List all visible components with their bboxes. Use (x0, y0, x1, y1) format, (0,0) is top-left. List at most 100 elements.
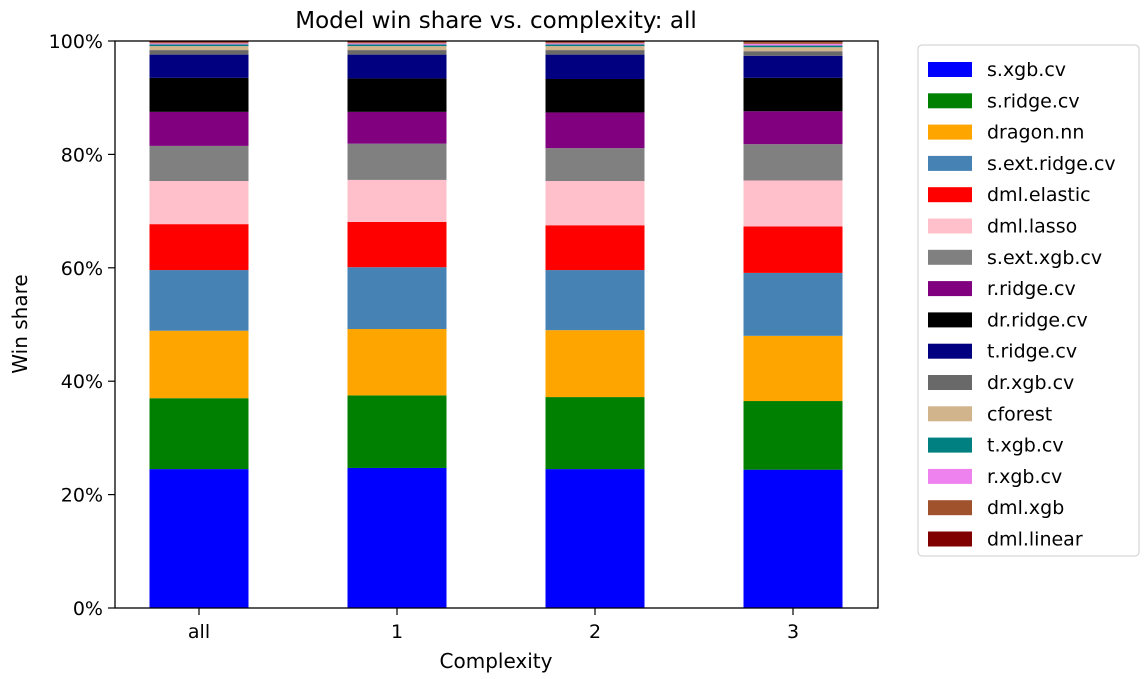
bar-dr-ridge-cv-3 (743, 77, 843, 112)
legend-label-s-ext-ridge-cv: s.ext.ridge.cv (987, 153, 1116, 175)
bar-r-ridge-cv-3 (743, 111, 843, 145)
legend-swatch-dragon-nn (928, 124, 972, 140)
bar-dr-ridge-cv-1 (347, 78, 447, 112)
bar-cforest-1 (347, 46, 447, 51)
legend-label-r-xgb-cv: r.xgb.cv (987, 466, 1062, 488)
bar-s-xgb-cv-3 (743, 469, 843, 608)
y-axis-ticks: 0% 20% 40% 60% 80% 100% (49, 31, 115, 620)
bar-dml-xgb-1 (347, 42, 447, 44)
y-tick-label: 40% (61, 371, 103, 393)
bar-dml-xgb-2 (545, 42, 645, 44)
legend-frame (917, 44, 1140, 557)
bar-r-ridge-cv-1 (347, 111, 447, 144)
bar-t-xgb-cv-all (149, 44, 249, 47)
bar-s-ridge-cv-1 (347, 395, 447, 468)
bar-dml-elastic-2 (545, 225, 645, 271)
y-tick-label: 100% (49, 31, 103, 53)
legend-label-dml-xgb: dml.xgb (987, 497, 1064, 519)
bar-cforest-all (149, 46, 249, 51)
y-tick-label: 20% (61, 485, 103, 507)
legend-swatch-r-xgb-cv (928, 468, 972, 484)
bar-r-xgb-cv-1 (347, 43, 447, 45)
bar-dr-xgb-cv-2 (545, 50, 645, 55)
legend-label-dml-elastic: dml.elastic (987, 184, 1091, 206)
legend-label-dragon-nn: dragon.nn (987, 122, 1084, 144)
legend-label-s-xgb-cv: s.xgb.cv (987, 59, 1066, 81)
bar-dml-elastic-all (149, 224, 249, 271)
bar-s-ridge-cv-2 (545, 397, 645, 470)
legend-swatch-t-ridge-cv (928, 343, 972, 359)
legend-swatch-dr-ridge-cv (928, 312, 972, 328)
bar-dr-ridge-cv-all (149, 77, 249, 112)
bar-t-ridge-cv-3 (743, 55, 843, 78)
bar-dml-lasso-3 (743, 180, 843, 227)
bar-t-xgb-cv-3 (743, 45, 843, 48)
legend-label-dr-xgb-cv: dr.xgb.cv (987, 372, 1074, 394)
bar-dml-elastic-3 (743, 226, 843, 273)
y-tick-label: 60% (61, 258, 103, 280)
bar-s-ext-ridge-cv-2 (545, 270, 645, 331)
legend-label-dml-linear: dml.linear (987, 529, 1083, 551)
legend-label-t-ridge-cv: t.ridge.cv (987, 341, 1077, 363)
bar-r-ridge-cv-2 (545, 112, 645, 149)
legend-swatch-s-ext-xgb-cv (928, 249, 972, 265)
legend-label-s-ridge-cv: s.ridge.cv (987, 90, 1080, 112)
bar-t-xgb-cv-1 (347, 44, 447, 47)
bar-t-ridge-cv-2 (545, 54, 645, 79)
bar-dml-lasso-2 (545, 181, 645, 226)
bar-s-ext-xgb-cv-1 (347, 143, 447, 180)
y-tick-label: 80% (61, 144, 103, 166)
bar-t-xgb-cv-2 (545, 44, 645, 47)
legend-swatch-r-ridge-cv (928, 281, 972, 297)
bar-dr-xgb-cv-1 (347, 50, 447, 55)
bar-t-ridge-cv-1 (347, 54, 447, 79)
legend-label-r-ridge-cv: r.ridge.cv (987, 278, 1076, 300)
legend-swatch-dml-xgb (928, 500, 972, 516)
bar-dml-elastic-1 (347, 221, 447, 268)
bar-dr-xgb-cv-3 (743, 51, 843, 56)
legend-swatch-s-ext-ridge-cv (928, 155, 972, 171)
bar-t-ridge-cv-all (149, 54, 249, 78)
bar-s-ridge-cv-all (149, 398, 249, 470)
bar-dml-xgb-3 (743, 42, 843, 44)
bar-s-xgb-cv-1 (347, 467, 447, 608)
legend-swatch-dr-xgb-cv (928, 375, 972, 390)
legend-label-t-xgb-cv: t.xgb.cv (987, 435, 1064, 457)
legend-label-dml-lasso: dml.lasso (987, 216, 1077, 238)
plot-frame (114, 40, 879, 609)
bar-s-ridge-cv-3 (743, 401, 843, 470)
legend-label-cforest: cforest (987, 403, 1052, 425)
x-axis-label: Complexity (440, 649, 553, 673)
bar-dr-ridge-cv-2 (545, 78, 645, 113)
x-tick-label: all (188, 621, 210, 643)
bar-dragon-nn-2 (545, 330, 645, 398)
bar-r-xgb-cv-3 (743, 43, 843, 46)
y-axis-label: Win share (8, 274, 32, 373)
legend-swatch-dml-lasso (928, 218, 972, 234)
bar-dml-lasso-all (149, 181, 249, 225)
bar-dr-xgb-cv-all (149, 50, 249, 55)
legend-label-dr-ridge-cv: dr.ridge.cv (987, 309, 1088, 331)
x-tick-label: 3 (787, 621, 799, 643)
bar-dml-xgb-all (149, 42, 249, 44)
bar-dragon-nn-3 (743, 335, 843, 402)
legend-swatch-t-xgb-cv (928, 437, 972, 453)
bar-s-ext-ridge-cv-all (149, 270, 249, 331)
bar-s-ext-xgb-cv-3 (743, 144, 843, 181)
legend-swatch-s-xgb-cv (928, 62, 972, 77)
bar-s-ext-ridge-cv-3 (743, 272, 843, 336)
bar-s-xgb-cv-all (149, 469, 249, 608)
legend-swatch-s-ridge-cv (928, 93, 972, 109)
bar-dml-lasso-1 (347, 179, 447, 222)
legend: s.xgb.cv s.ridge.cv dragon.nn s.ext.ridge.c… (917, 44, 1140, 557)
bar-s-xgb-cv-2 (545, 469, 645, 608)
bar-cforest-3 (743, 47, 843, 52)
legend-swatch-dml-elastic (928, 187, 972, 203)
bars-group (149, 41, 843, 608)
bar-r-ridge-cv-all (149, 111, 249, 146)
bar-s-ext-ridge-cv-1 (347, 267, 447, 330)
bar-r-xgb-cv-all (149, 43, 249, 45)
x-axis-ticks: all 1 2 3 (188, 608, 799, 643)
chart-title: Model win share vs. complexity: all (295, 8, 697, 34)
